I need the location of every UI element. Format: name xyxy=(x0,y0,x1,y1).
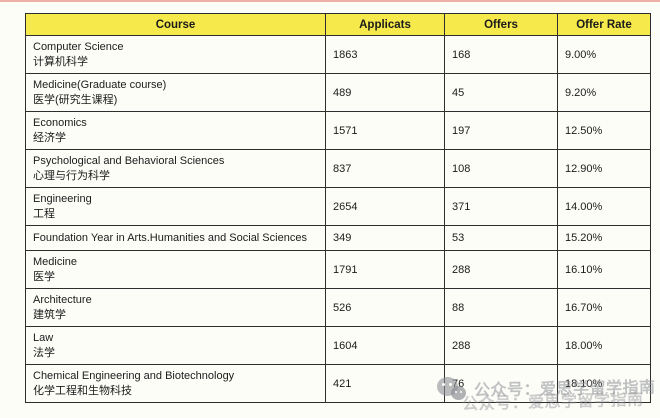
table-row: Psychological and Behavioral Sciences 心理… xyxy=(25,149,651,188)
table-header-row: Course Applicats Offers Offer Rate xyxy=(25,13,651,36)
top-edge-strip xyxy=(0,0,660,2)
course-name-en: Architecture xyxy=(33,293,92,306)
offer-rate-cell: 9.00% xyxy=(557,35,651,74)
table-row: Engineering 工程 2654 371 14.00% xyxy=(25,187,651,226)
offers-cell: 371 xyxy=(444,187,558,226)
course-name-zh: 法学 xyxy=(33,346,55,359)
course-name-en: Chemical Engineering and Biotechnology xyxy=(33,369,235,382)
offers-cell: 288 xyxy=(444,326,558,365)
course-name-en: Medicine xyxy=(33,255,78,268)
applicats-cell: 2654 xyxy=(325,187,445,226)
offers-cell: 197 xyxy=(444,111,558,150)
course-name-en: Engineering xyxy=(33,192,92,205)
table-row: Computer Science 计算机科学 1863 168 9.00% xyxy=(25,35,651,74)
table-row: Architecture 建筑学 526 88 16.70% xyxy=(25,288,651,327)
course-cell: Chemical Engineering and Biotechnology 化… xyxy=(25,364,326,403)
course-name-zh: 化学工程和生物科技 xyxy=(33,384,132,397)
offers-cell: 108 xyxy=(444,149,558,188)
course-name-en: Medicine(Graduate course) xyxy=(33,78,167,91)
applicats-cell: 1604 xyxy=(325,326,445,365)
table-row: Medicine 医学 1791 288 16.10% xyxy=(25,250,651,289)
course-name-en: Economics xyxy=(33,116,87,129)
applicats-cell: 421 xyxy=(325,364,445,403)
table-row: Law 法学 1604 288 18.00% xyxy=(25,326,651,365)
applicats-cell: 837 xyxy=(325,149,445,188)
applicats-cell: 349 xyxy=(325,225,445,251)
offer-rate-cell: 9.20% xyxy=(557,73,651,112)
course-cell: Economics 经济学 xyxy=(25,111,326,150)
header-cell-applicats: Applicats xyxy=(325,13,445,36)
course-cell: Computer Science 计算机科学 xyxy=(25,35,326,74)
offers-cell: 53 xyxy=(444,225,558,251)
course-cell: Medicine 医学 xyxy=(25,250,326,289)
offer-rate-cell: 14.00% xyxy=(557,187,651,226)
table-row: Medicine(Graduate course) 医学(研究生课程) 489 … xyxy=(25,73,651,112)
course-name-zh: 工程 xyxy=(33,207,55,220)
course-name-zh: 心理与行为科学 xyxy=(33,169,110,182)
applicats-cell: 1791 xyxy=(325,250,445,289)
course-name-en: Computer Science xyxy=(33,40,124,53)
offer-rate-table: Course Applicats Offers Offer Rate Compu… xyxy=(25,13,651,403)
applicats-cell: 489 xyxy=(325,73,445,112)
offer-rate-cell: 12.90% xyxy=(557,149,651,188)
course-name-zh: 经济学 xyxy=(33,131,66,144)
course-name-zh: 医学 xyxy=(33,270,55,283)
course-name-zh: 计算机科学 xyxy=(33,55,88,68)
offers-cell: 76 xyxy=(444,364,558,403)
header-cell-course: Course xyxy=(25,13,326,36)
course-name-en: Law xyxy=(33,331,54,344)
course-cell: Architecture 建筑学 xyxy=(25,288,326,327)
offers-cell: 88 xyxy=(444,288,558,327)
header-cell-offer-rate: Offer Rate xyxy=(557,13,651,36)
applicats-cell: 1571 xyxy=(325,111,445,150)
table-row: Chemical Engineering and Biotechnology 化… xyxy=(25,364,651,403)
course-cell: Foundation Year in Arts.Humanities and S… xyxy=(25,225,326,251)
course-cell: Engineering 工程 xyxy=(25,187,326,226)
course-name-zh: 建筑学 xyxy=(33,308,66,321)
offer-rate-cell: 12.50% xyxy=(557,111,651,150)
offer-rate-cell: 16.10% xyxy=(557,250,651,289)
offer-rate-cell: 18.00% xyxy=(557,326,651,365)
offer-rate-cell: 15.20% xyxy=(557,225,651,251)
course-cell: Psychological and Behavioral Sciences 心理… xyxy=(25,149,326,188)
offer-rate-cell: 16.70% xyxy=(557,288,651,327)
course-name-zh: 医学(研究生课程) xyxy=(33,93,118,106)
course-cell: Medicine(Graduate course) 医学(研究生课程) xyxy=(25,73,326,112)
header-cell-offers: Offers xyxy=(444,13,558,36)
course-name-en: Psychological and Behavioral Sciences xyxy=(33,154,225,167)
table-row: Foundation Year in Arts.Humanities and S… xyxy=(25,225,651,251)
course-cell: Law 法学 xyxy=(25,326,326,365)
course-name-en: Foundation Year in Arts.Humanities and S… xyxy=(33,231,307,244)
applicats-cell: 526 xyxy=(325,288,445,327)
offers-cell: 288 xyxy=(444,250,558,289)
offers-cell: 45 xyxy=(444,73,558,112)
table-row: Economics 经济学 1571 197 12.50% xyxy=(25,111,651,150)
applicats-cell: 1863 xyxy=(325,35,445,74)
offer-rate-cell: 18.10% xyxy=(557,364,651,403)
offers-cell: 168 xyxy=(444,35,558,74)
